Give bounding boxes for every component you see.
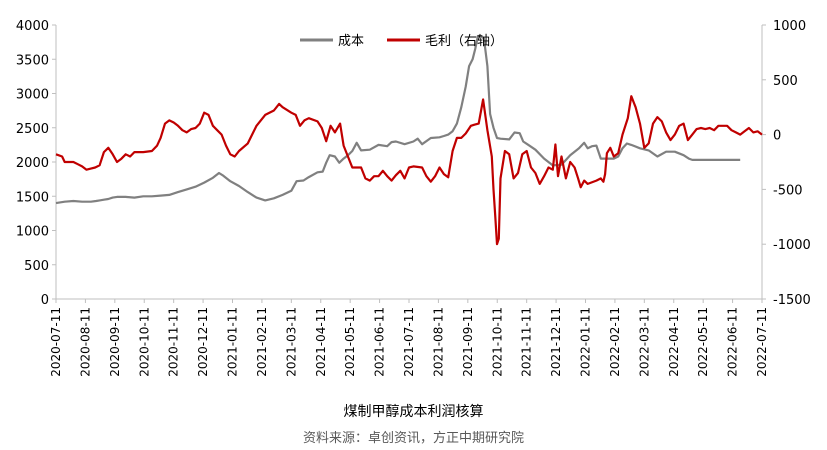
x-tick-label: 2022-01-11 xyxy=(579,307,593,377)
right-tick-label: 500 xyxy=(773,74,798,89)
x-tick-label: 2022-02-11 xyxy=(608,307,622,377)
x-tick-label: 2020-12-11 xyxy=(196,307,210,377)
right-tick-label: 0 xyxy=(773,129,781,144)
x-tick-label: 2020-11-11 xyxy=(167,307,181,377)
axes: 0 500 1000 1500 2000 2500 3000 3500 4000 -1500 -10… xyxy=(16,19,811,377)
series-line-margin xyxy=(55,95,763,246)
x-tick-label: 2021-07-11 xyxy=(402,307,416,377)
left-tick-label: 500 xyxy=(24,259,49,274)
x-tick-label: 2021-03-11 xyxy=(284,307,298,377)
left-tick-label: 3500 xyxy=(16,53,49,68)
legend-label-margin: 毛利（右轴） xyxy=(425,34,503,49)
left-tick-label: 1500 xyxy=(16,190,49,205)
x-tick-label: 2022-07-11 xyxy=(755,307,769,377)
x-tick-label: 2021-09-11 xyxy=(461,307,475,377)
series-layer xyxy=(55,34,763,246)
x-tick-label: 2021-02-11 xyxy=(255,307,269,377)
x-tick-label: 2020-10-11 xyxy=(137,307,151,377)
x-tick-label: 2022-04-11 xyxy=(667,307,681,377)
legend-label-cost: 成本 xyxy=(338,34,364,49)
x-tick-label: 2022-05-11 xyxy=(696,307,710,377)
x-tick-label: 2022-03-11 xyxy=(637,307,651,377)
left-tick-label: 1000 xyxy=(16,225,49,240)
chart-source: 资料来源：卓创资讯，方正中期研究院 xyxy=(302,431,524,446)
x-tick-label: 2021-05-11 xyxy=(343,307,357,377)
left-tick-label: 0 xyxy=(41,293,49,308)
x-tick-label: 2021-04-11 xyxy=(314,307,328,377)
x-tick-label: 2021-10-11 xyxy=(490,307,504,377)
x-tick-label: 2021-01-11 xyxy=(226,307,240,377)
x-tick-label: 2020-07-11 xyxy=(49,307,63,377)
x-tick-label: 2021-12-11 xyxy=(549,307,563,377)
left-tick-label: 3000 xyxy=(16,88,49,103)
right-tick-label: -1500 xyxy=(773,293,811,308)
x-tick-label: 2021-08-11 xyxy=(431,307,445,377)
x-tick-label: 2022-06-11 xyxy=(726,307,740,377)
left-tick-label: 2000 xyxy=(16,156,49,171)
x-tick-label: 2021-06-11 xyxy=(373,307,387,377)
x-tick-label: 2020-08-11 xyxy=(78,307,92,377)
x-tick-label: 2021-11-11 xyxy=(520,307,534,377)
left-tick-label: 2500 xyxy=(16,122,49,137)
right-tick-label: -500 xyxy=(773,183,803,198)
x-tick-label: 2020-09-11 xyxy=(108,307,122,377)
series-line-cost xyxy=(55,34,741,205)
right-tick-label: -1000 xyxy=(773,238,811,253)
chart-title: 煤制甲醇成本利润核算 xyxy=(343,404,484,420)
left-tick-label: 4000 xyxy=(16,19,49,34)
legend: 成本 毛利（右轴） xyxy=(300,34,503,49)
right-tick-label: 1000 xyxy=(773,19,806,34)
